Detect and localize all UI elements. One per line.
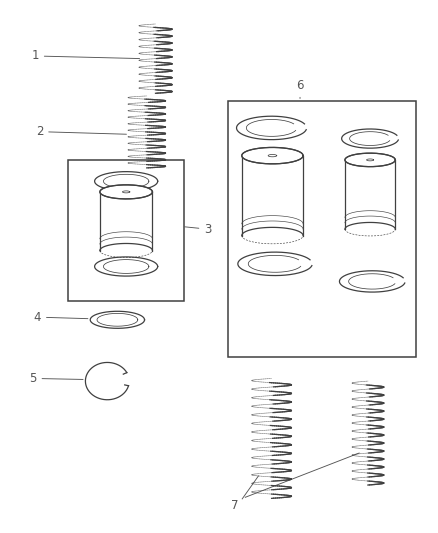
Ellipse shape <box>100 185 152 199</box>
Ellipse shape <box>242 148 303 164</box>
Text: 1: 1 <box>31 50 140 62</box>
Text: 5: 5 <box>29 372 83 385</box>
Text: 6: 6 <box>296 79 304 99</box>
Bar <box>68 160 184 301</box>
Ellipse shape <box>345 153 395 167</box>
Text: 7: 7 <box>230 499 238 512</box>
Text: 3: 3 <box>184 223 212 236</box>
Text: 4: 4 <box>33 311 88 324</box>
Bar <box>228 101 416 357</box>
Text: 2: 2 <box>35 125 127 138</box>
